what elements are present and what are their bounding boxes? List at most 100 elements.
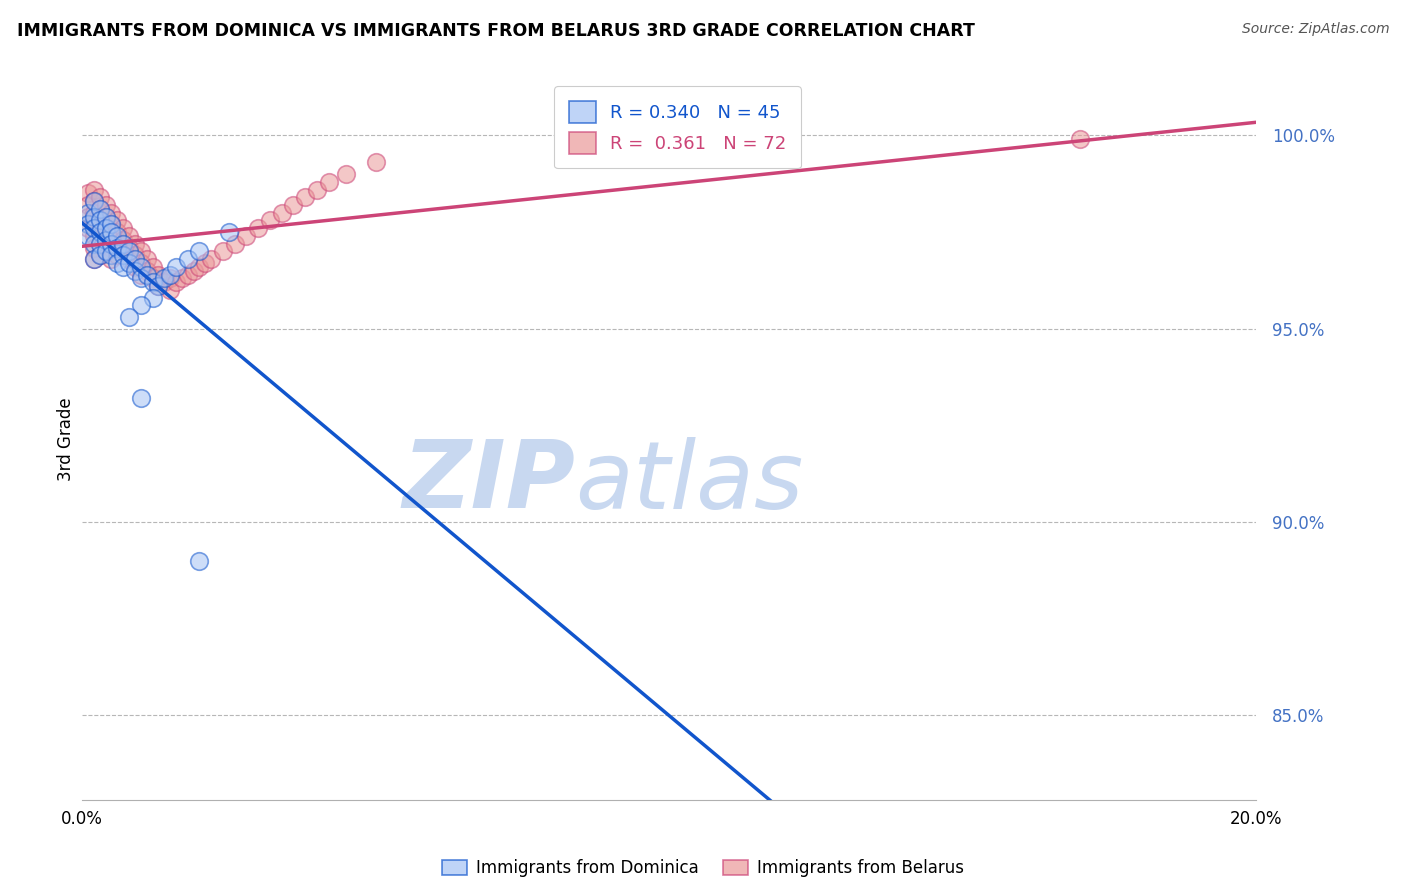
Point bbox=[77, 198, 100, 212]
Point bbox=[129, 271, 152, 285]
Point bbox=[141, 260, 163, 274]
Point bbox=[335, 167, 357, 181]
Point bbox=[283, 198, 305, 212]
Point bbox=[124, 252, 146, 266]
Point bbox=[105, 240, 128, 254]
Point bbox=[235, 228, 257, 243]
Point bbox=[188, 553, 211, 567]
Point bbox=[94, 233, 117, 247]
Point bbox=[188, 260, 211, 274]
Point bbox=[94, 198, 117, 212]
Y-axis label: 3rd Grade: 3rd Grade bbox=[58, 397, 75, 481]
Point bbox=[83, 194, 105, 208]
Point bbox=[170, 271, 193, 285]
Point bbox=[294, 190, 316, 204]
Point bbox=[200, 252, 222, 266]
Point bbox=[94, 244, 117, 259]
Point bbox=[118, 256, 141, 270]
Point bbox=[89, 248, 111, 262]
Point bbox=[77, 228, 100, 243]
Point bbox=[135, 268, 157, 282]
Point bbox=[218, 225, 240, 239]
Point bbox=[83, 228, 105, 243]
Point bbox=[129, 244, 152, 259]
Point bbox=[100, 248, 122, 262]
Text: Source: ZipAtlas.com: Source: ZipAtlas.com bbox=[1241, 22, 1389, 37]
Point bbox=[112, 233, 135, 247]
Point bbox=[94, 233, 117, 247]
Point bbox=[83, 210, 105, 224]
Point bbox=[77, 186, 100, 201]
Point bbox=[118, 240, 141, 254]
Point bbox=[100, 205, 122, 219]
Point bbox=[83, 252, 105, 266]
Point bbox=[77, 205, 100, 219]
Point bbox=[100, 228, 122, 243]
Point bbox=[105, 248, 128, 262]
Point bbox=[177, 268, 200, 282]
Point bbox=[94, 210, 117, 224]
Point bbox=[129, 298, 152, 312]
Point bbox=[89, 248, 111, 262]
Point bbox=[159, 271, 181, 285]
Point bbox=[165, 260, 187, 274]
Point bbox=[89, 190, 111, 204]
Point bbox=[77, 221, 100, 235]
Point bbox=[129, 268, 152, 282]
Point bbox=[141, 275, 163, 289]
Point bbox=[100, 240, 122, 254]
Point bbox=[364, 155, 387, 169]
Point bbox=[83, 252, 105, 266]
Legend: Immigrants from Dominica, Immigrants from Belarus: Immigrants from Dominica, Immigrants fro… bbox=[436, 853, 970, 884]
Text: ZIP: ZIP bbox=[402, 436, 575, 528]
Point bbox=[148, 268, 170, 282]
Point bbox=[212, 244, 235, 259]
Point bbox=[77, 210, 100, 224]
Point bbox=[177, 252, 200, 266]
Point bbox=[89, 236, 111, 251]
Point bbox=[224, 236, 246, 251]
Point bbox=[77, 217, 100, 231]
Point bbox=[159, 268, 181, 282]
Point bbox=[135, 263, 157, 277]
Point bbox=[89, 213, 111, 227]
Point bbox=[112, 248, 135, 262]
Point bbox=[94, 210, 117, 224]
Text: IMMIGRANTS FROM DOMINICA VS IMMIGRANTS FROM BELARUS 3RD GRADE CORRELATION CHART: IMMIGRANTS FROM DOMINICA VS IMMIGRANTS F… bbox=[17, 22, 974, 40]
Point bbox=[89, 225, 111, 239]
Point bbox=[247, 221, 270, 235]
Point bbox=[318, 175, 340, 189]
Point bbox=[112, 236, 135, 251]
Point bbox=[100, 236, 122, 251]
Point bbox=[112, 221, 135, 235]
Point bbox=[270, 205, 292, 219]
Point bbox=[94, 221, 117, 235]
Point bbox=[89, 236, 111, 251]
Point bbox=[100, 217, 122, 231]
Point bbox=[148, 279, 170, 293]
Point bbox=[129, 391, 152, 405]
Point bbox=[183, 263, 205, 277]
Point bbox=[112, 244, 135, 259]
Point bbox=[89, 225, 111, 239]
Point bbox=[141, 271, 163, 285]
Point bbox=[83, 236, 105, 251]
Point bbox=[159, 283, 181, 297]
Point bbox=[105, 225, 128, 239]
Point bbox=[118, 310, 141, 324]
Point bbox=[83, 194, 105, 208]
Point bbox=[83, 182, 105, 196]
Point bbox=[305, 182, 328, 196]
Point bbox=[188, 244, 211, 259]
Point bbox=[83, 240, 105, 254]
Point bbox=[1069, 132, 1091, 146]
Point bbox=[124, 236, 146, 251]
Point bbox=[83, 205, 105, 219]
Point bbox=[141, 291, 163, 305]
Point bbox=[153, 271, 176, 285]
Point bbox=[83, 217, 105, 231]
Point bbox=[94, 244, 117, 259]
Point bbox=[194, 256, 217, 270]
Point bbox=[83, 221, 105, 235]
Point bbox=[129, 256, 152, 270]
